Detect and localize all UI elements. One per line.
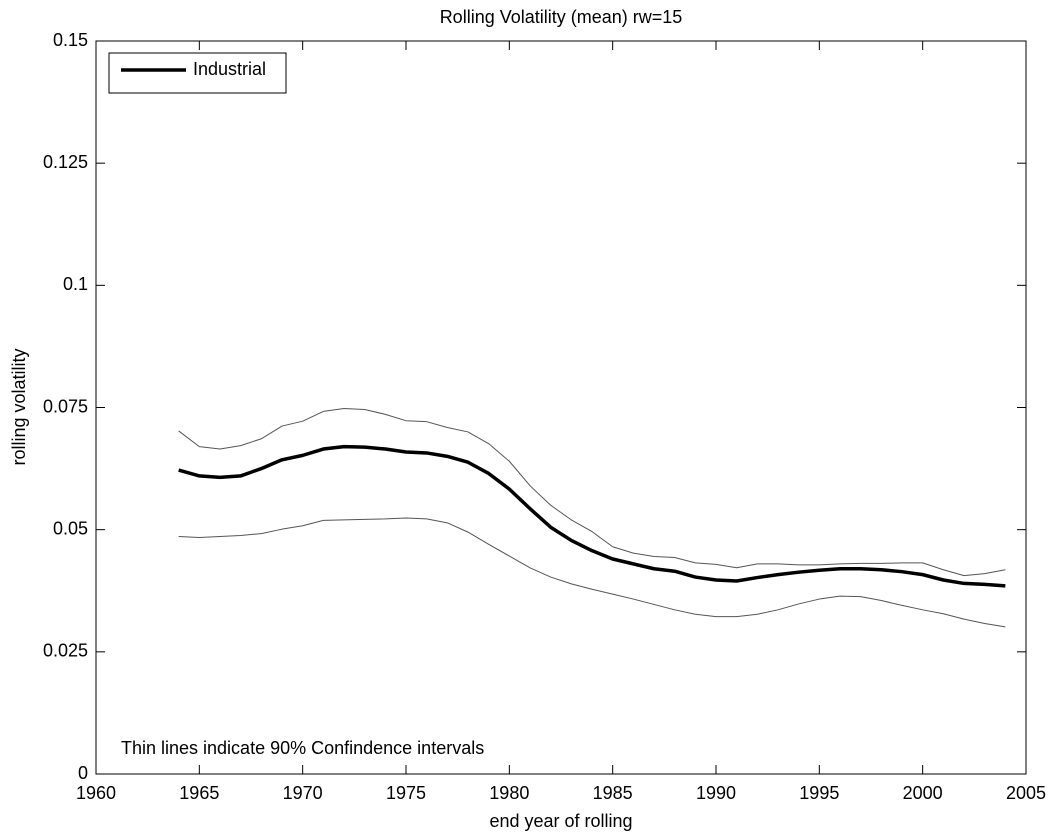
series-line (178, 517, 1006, 628)
x-tick-label: 1995 (799, 783, 839, 803)
legend-label: Industrial (193, 59, 266, 79)
x-tick-label: 1975 (386, 783, 426, 803)
x-tick-label: 1985 (593, 783, 633, 803)
x-axis-label: end year of rolling (489, 811, 632, 831)
x-tick-label: 1990 (696, 783, 736, 803)
series-line (178, 407, 1006, 577)
y-axis-label: rolling volatility (9, 348, 29, 465)
y-tick-label: 0.025 (43, 641, 88, 661)
x-tick-label: 1970 (283, 783, 323, 803)
x-tick-label: 2005 (1006, 783, 1046, 803)
x-tick-label: 1960 (76, 783, 116, 803)
plot-frame (95, 40, 1027, 775)
annotation: Thin lines indicate 90% Confindence inte… (121, 738, 484, 758)
y-tick-label: 0.1 (63, 274, 88, 294)
y-tick-label: 0.075 (43, 396, 88, 416)
y-tick-label: 0.15 (53, 30, 88, 50)
y-tick-label: 0.125 (43, 152, 88, 172)
y-tick-label: 0 (78, 763, 88, 783)
series-line (178, 444, 1006, 588)
y-tick-label: 0.05 (53, 518, 88, 538)
x-tick-label: 2000 (903, 783, 943, 803)
x-tick-label: 1965 (179, 783, 219, 803)
x-tick-label: 1980 (489, 783, 529, 803)
legend-box (108, 52, 287, 94)
chart-title: Rolling Volatility (mean) rw=15 (440, 7, 683, 27)
